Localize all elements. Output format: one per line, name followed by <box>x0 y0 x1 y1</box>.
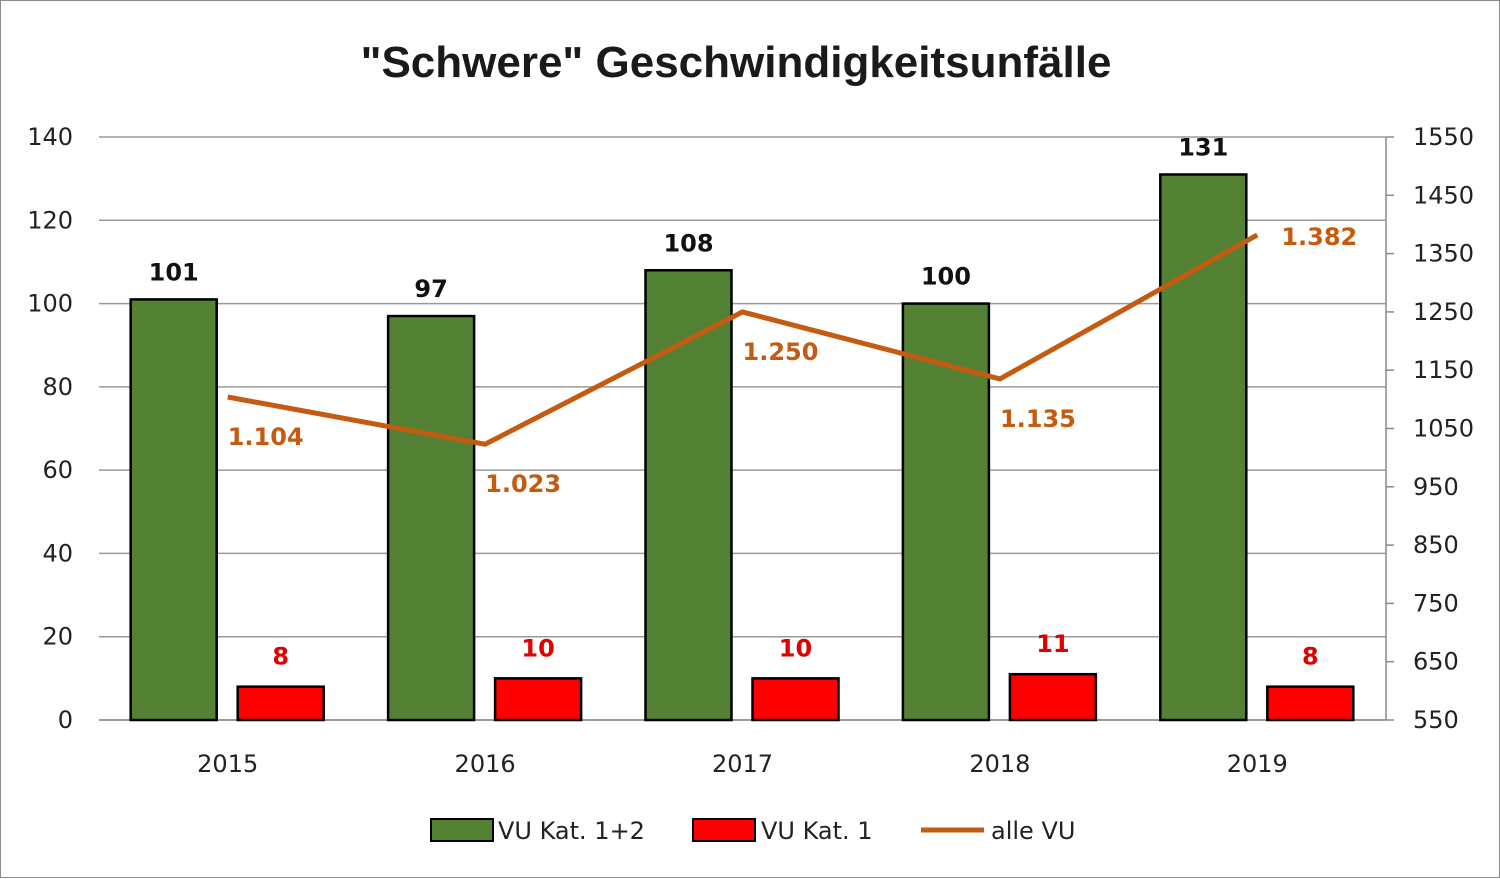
bar-vu-kat-1-2 <box>386 314 476 722</box>
bar-vu-kat-1 <box>236 685 325 722</box>
data-label-alle-vu: 1.382 <box>1281 223 1357 251</box>
bar-vu-kat-1 <box>751 677 840 722</box>
x-category-label: 2018 <box>969 750 1030 778</box>
y-right-tick-label: 950 <box>1413 473 1459 501</box>
gridlines <box>99 136 1386 721</box>
axes: 0 20 40 60 80 100 120 140 550 650 750 850 950 1050 115… <box>27 123 1474 778</box>
legend-label-vu-kat-1-2: VU Kat. 1+2 <box>498 817 645 845</box>
line-alle-vu <box>227 232 1259 447</box>
y-right-tick-label: 1350 <box>1413 240 1474 268</box>
x-category-label: 2016 <box>455 750 516 778</box>
bar-vu-kat-1 <box>1008 672 1098 722</box>
y-right-tick-label: 850 <box>1413 531 1459 559</box>
data-label-alle-vu: 1.250 <box>743 338 819 366</box>
y-left-tick-label: 80 <box>42 373 73 401</box>
legend-swatch-vu-kat-1-2 <box>430 818 494 842</box>
data-label-alle-vu: 1.023 <box>485 470 561 498</box>
legend-label-alle-vu: alle VU <box>991 817 1075 845</box>
y-left-tick-label: 40 <box>42 539 73 567</box>
data-label-vu-kat-1: 8 <box>272 643 289 671</box>
data-label-vu-kat-1: 10 <box>521 634 554 662</box>
y-right-tick-label: 1150 <box>1413 356 1474 384</box>
legend-swatch-vu-kat-1 <box>692 818 756 842</box>
y-left-tick-label: 60 <box>42 456 73 484</box>
bar-vu-kat-1 <box>493 677 583 722</box>
data-label-alle-vu: 1.104 <box>228 423 304 451</box>
data-label-vu-kat-1-2: 101 <box>149 258 199 286</box>
y-right-tick-label: 1250 <box>1413 298 1474 326</box>
data-label-vu-kat-1-2: 100 <box>921 263 971 291</box>
bar-vu-kat-1 <box>1266 685 1355 722</box>
legend-label-vu-kat-1: VU Kat. 1 <box>761 817 873 845</box>
data-label-vu-kat-1-2: 131 <box>1178 133 1228 161</box>
y-left-tick-label: 100 <box>27 290 73 318</box>
data-label-vu-kat-1: 10 <box>779 634 812 662</box>
bar-vu-kat-1-2 <box>129 298 218 722</box>
x-category-label: 2017 <box>712 750 773 778</box>
y-right-tick-label: 650 <box>1413 648 1459 676</box>
bar-vu-kat-1-2 <box>644 269 733 722</box>
x-category-label: 2015 <box>197 750 258 778</box>
data-label-vu-kat-1-2: 108 <box>663 229 713 257</box>
y-right-tick-label: 750 <box>1413 589 1459 617</box>
y-right-tick-label: 1550 <box>1413 123 1474 151</box>
data-labels: 101 8 97 10 108 10 100 11 131 8 1.104 1.023 1.250 1.1… <box>149 133 1358 670</box>
data-label-vu-kat-1-2: 97 <box>414 275 447 303</box>
y-left-tick-label: 20 <box>42 623 73 651</box>
y-right-tick-label: 1450 <box>1413 181 1474 209</box>
x-category-label: 2019 <box>1227 750 1288 778</box>
y-right-tick-label: 1050 <box>1413 415 1474 443</box>
chart-title: "Schwere" Geschwindigkeitsunfälle <box>361 38 1112 87</box>
y-left-tick-label: 0 <box>58 706 73 734</box>
y-left-tick-label: 140 <box>27 123 73 151</box>
bars <box>129 173 1355 722</box>
data-label-vu-kat-1: 8 <box>1302 643 1319 671</box>
data-label-alle-vu: 1.135 <box>1000 405 1076 433</box>
line-series <box>227 232 1259 447</box>
bar-vu-kat-1-2 <box>1159 173 1248 722</box>
y-left-tick-label: 120 <box>27 206 73 234</box>
y-right-tick-label: 550 <box>1413 706 1459 734</box>
data-label-vu-kat-1: 11 <box>1036 630 1069 658</box>
legend: VU Kat. 1+2 VU Kat. 1 alle VU <box>430 817 1075 845</box>
